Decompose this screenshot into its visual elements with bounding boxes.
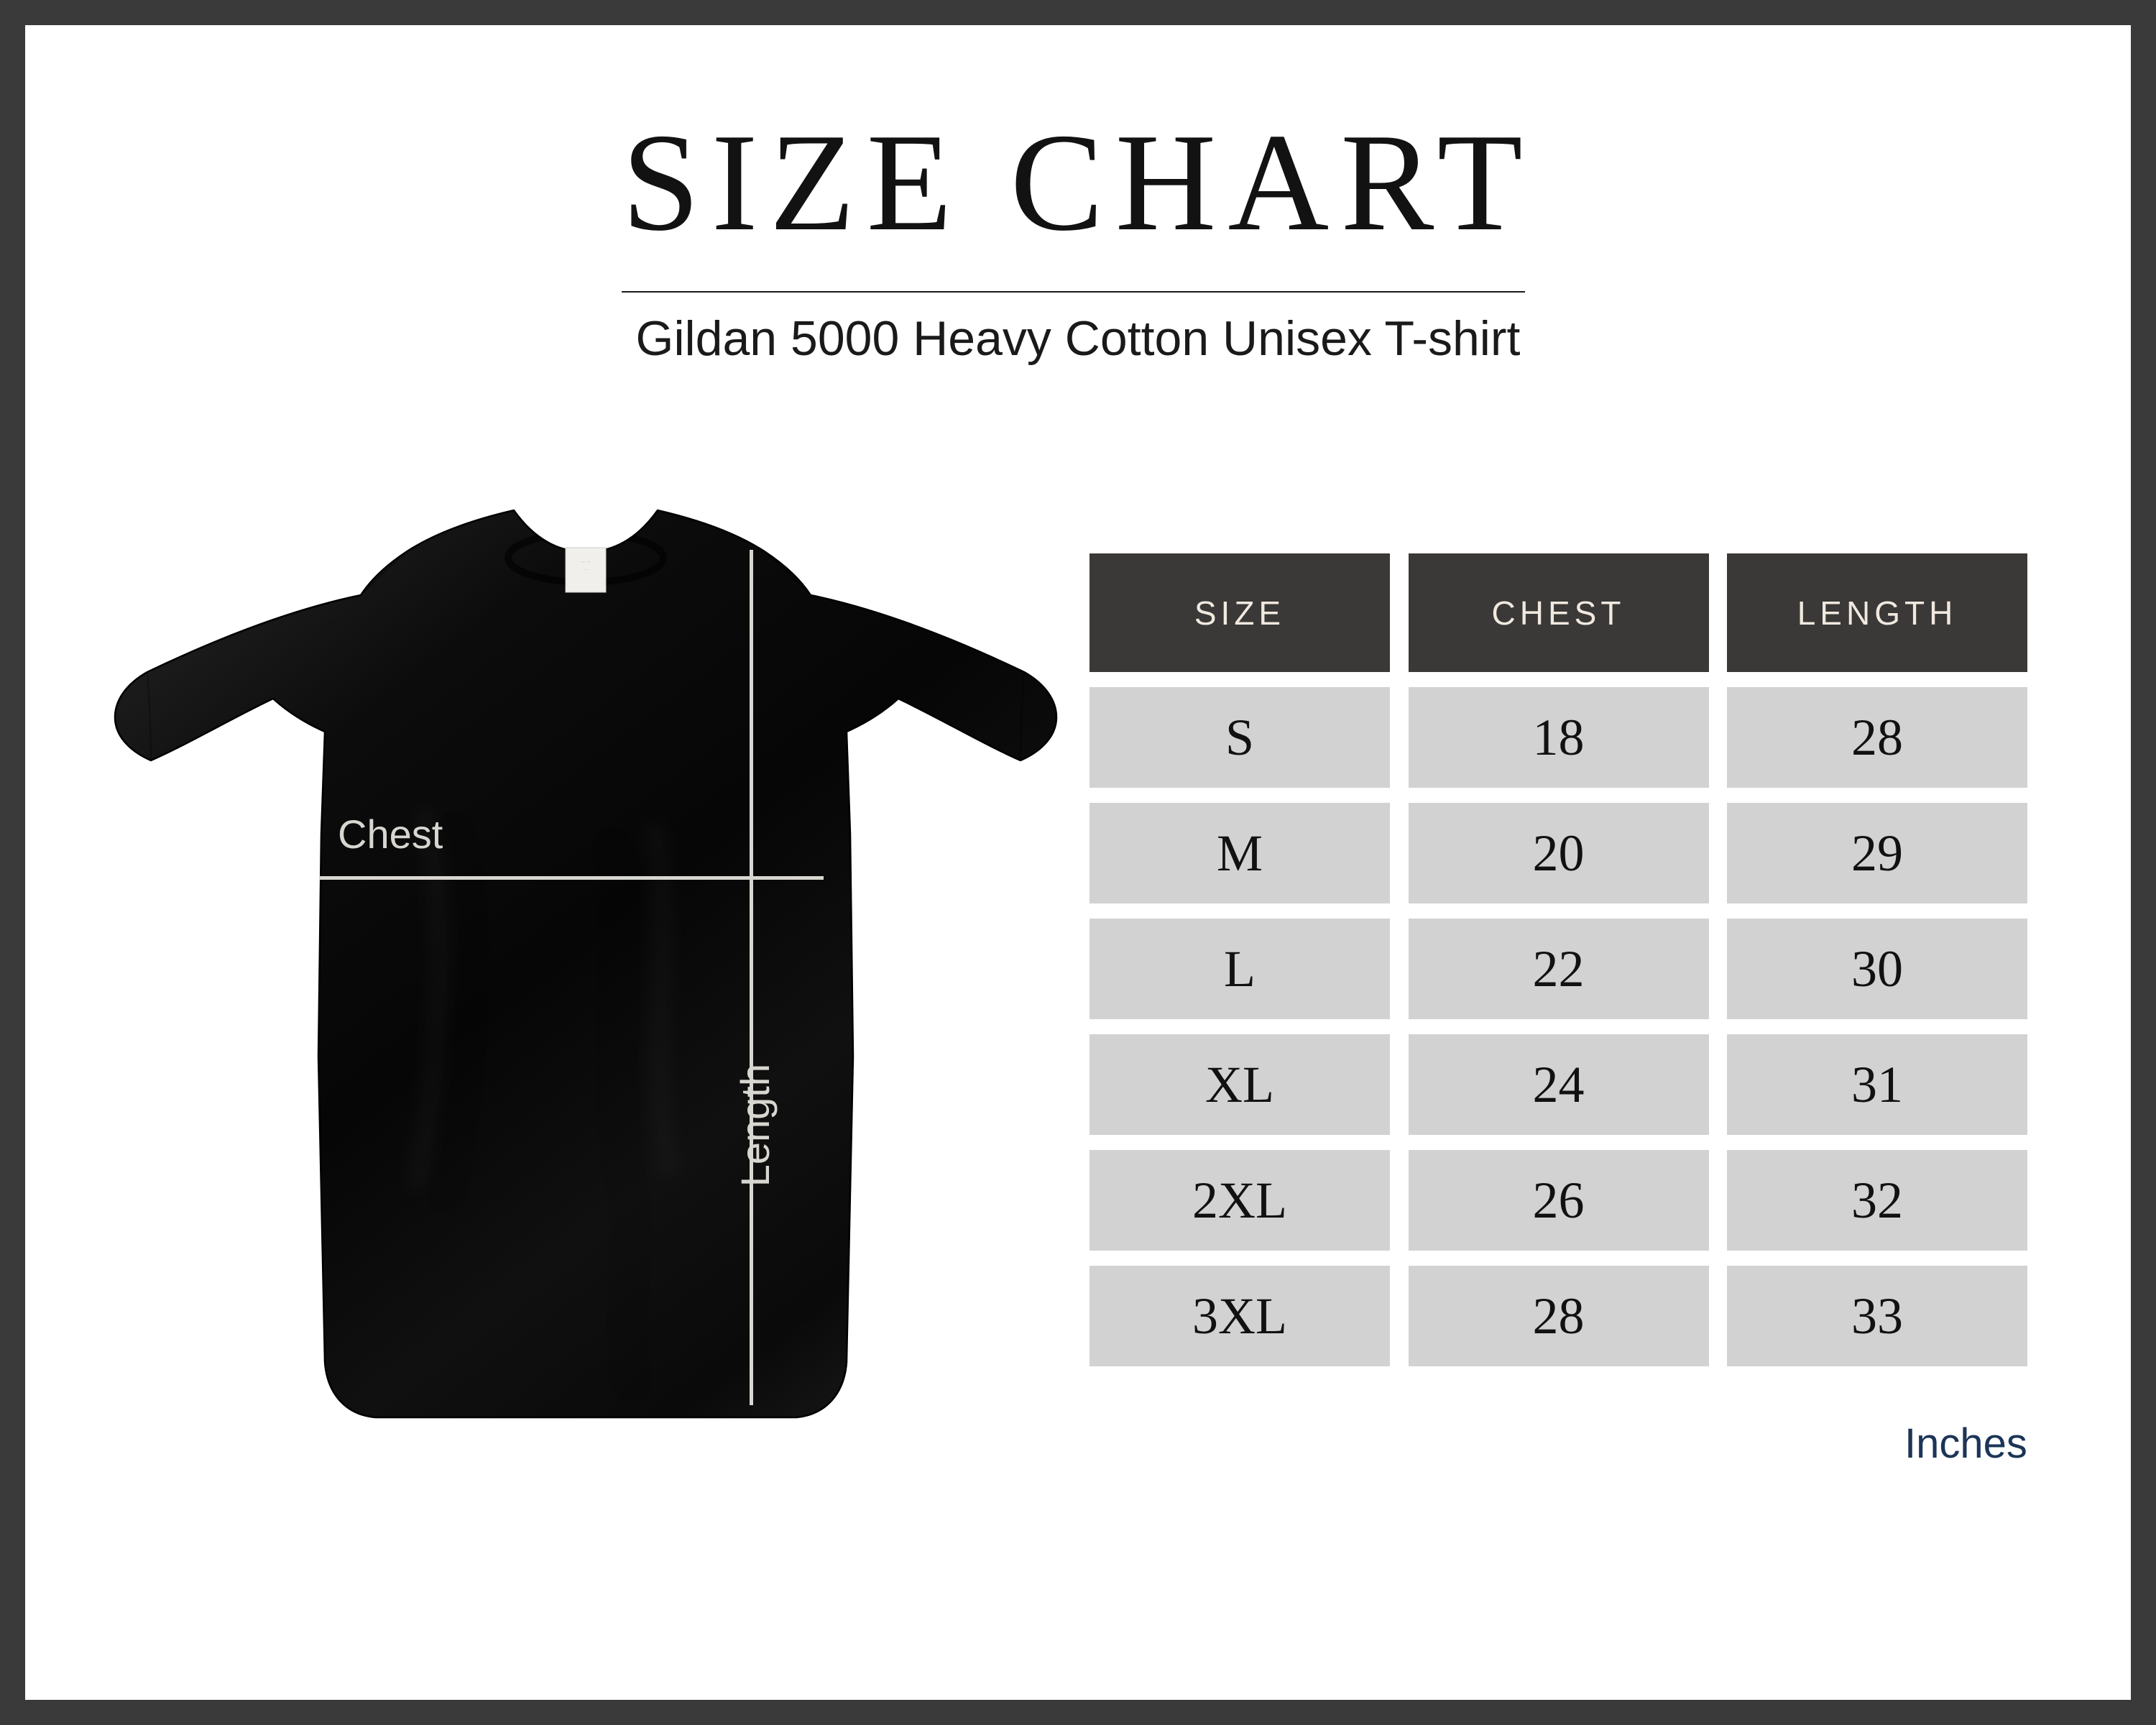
svg-text:----: ---- (583, 568, 589, 572)
svg-text:-- --: -- -- (581, 558, 591, 565)
